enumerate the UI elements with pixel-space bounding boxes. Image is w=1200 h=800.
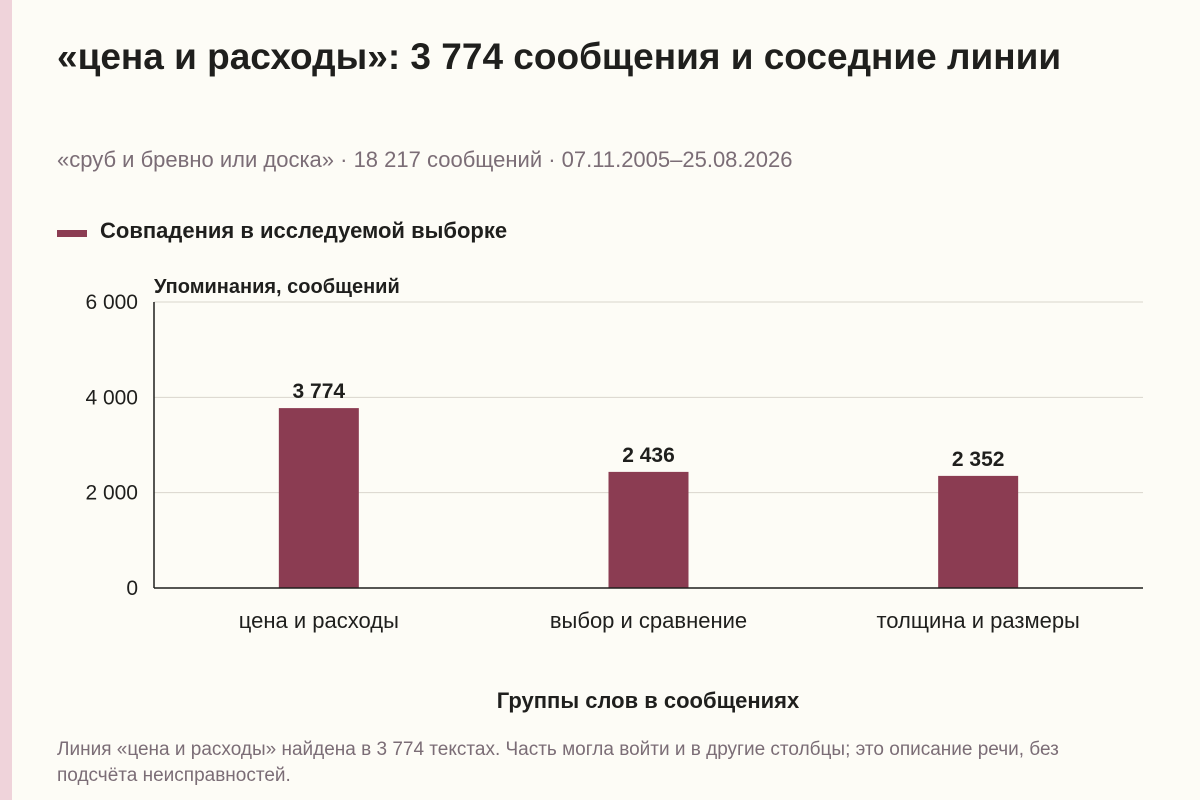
y-tick-label: 6 000 [85,291,138,314]
bar [278,408,359,588]
bars-layer: 3 774 2 436 2 352 [278,380,1019,588]
bar-value-label: 2 436 [622,444,675,467]
bar [608,471,689,588]
bar [938,475,1019,588]
accent-stripe [0,0,12,800]
chart-subtitle: «сруб и бревно или доска» · 18 217 сообщ… [57,147,793,172]
legend-swatch [57,229,87,237]
y-tick-label: 2 000 [85,482,138,505]
x-tick-label: выбор и сравнение [550,608,747,633]
x-axis-label: Группы слов в сообщениях [497,688,800,713]
bar-value-label: 2 352 [952,448,1005,471]
legend-label: Совпадения в исследуемой выборке [100,218,508,243]
bar-value-label: 3 774 [293,380,346,403]
bar-chart: 3 774 2 436 2 352 0 2 000 4 000 6 000 цена и р… [85,276,1143,713]
y-tick-label: 0 [126,577,138,600]
y-tick-label: 4 000 [85,386,138,409]
chart-title: «цена и расходы»: 3 774 сообщения и сосе… [57,36,1062,77]
legend: Совпадения в исследуемой выборке [57,218,507,244]
x-tick-label: цена и расходы [239,608,399,633]
y-axis-label: Упоминания, сообщений [154,276,400,298]
x-tick-label: толщина и размеры [876,608,1079,633]
footnote: Линия «цена и расходы» найдена в 3 774 т… [57,739,1059,786]
axis-layer: 0 2 000 4 000 6 000 цена и расходы выбор и ср… [85,291,1143,633]
